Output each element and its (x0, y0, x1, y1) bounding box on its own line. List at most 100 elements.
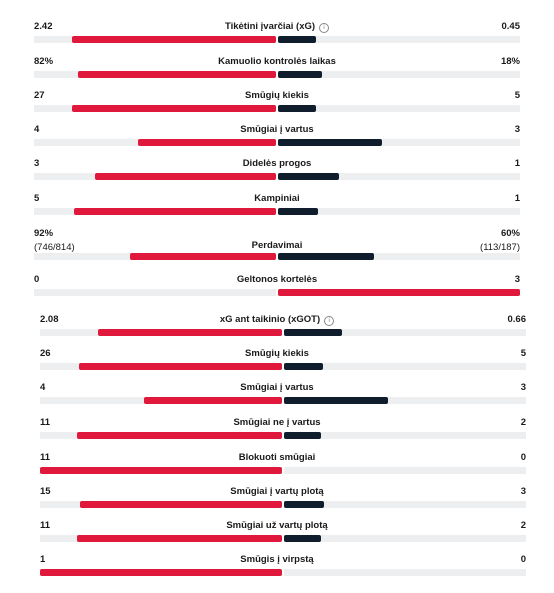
home-bar-fill (40, 467, 282, 474)
stat-bar (40, 432, 526, 439)
home-value-main: 15 (40, 486, 51, 497)
home-value-main: 82% (34, 56, 54, 67)
stat-row: 4 3 Smūgiai į vartus (0, 123, 554, 163)
stat-label: Blokuoti smūgiai (0, 451, 554, 465)
away-bar-fill (284, 329, 343, 336)
home-bar-fill (40, 569, 282, 576)
home-value-main: 3 (34, 158, 40, 169)
away-value: 0 (521, 451, 526, 465)
away-bar-track (284, 363, 526, 370)
stat-label-text: Smūgiai už vartų plotą (226, 520, 328, 531)
away-value: 3 (521, 381, 526, 395)
home-bar-fill (71, 105, 276, 112)
stat-label: Geltonos kortelės (0, 273, 554, 287)
away-value: 1 (515, 192, 520, 206)
stat-label: Smūgiai į vartus (0, 381, 554, 395)
stat-label-text: Perdavimai (251, 240, 303, 251)
away-value: 0 (521, 553, 526, 567)
stat-row: 0 3 Geltonos kortelės (0, 273, 554, 313)
away-bar-fill (284, 432, 322, 439)
stat-row: 82% 18% Kamuolio kontrolės laikas (0, 55, 554, 95)
stat-bar (34, 139, 520, 146)
away-bar-fill (278, 208, 319, 215)
away-value-main: 0 (520, 452, 526, 463)
home-value: 1 (40, 553, 45, 567)
stat-bar (34, 253, 520, 260)
stat-row: 15 3 Smūgiai į vartų plotą (0, 485, 554, 525)
away-bar-track (284, 467, 526, 474)
away-bar-track (278, 173, 520, 180)
info-icon[interactable]: i (324, 316, 335, 326)
away-value-main: 3 (514, 124, 520, 135)
home-value: 4 (34, 123, 39, 137)
stat-bar (34, 208, 520, 215)
home-value-main: 1 (40, 554, 46, 565)
away-value-main: 1 (514, 193, 520, 204)
away-bar-fill (278, 105, 316, 112)
stat-bar (34, 105, 520, 112)
stat-label: Smūgiai ne į vartus (0, 416, 554, 430)
away-value: 1 (515, 157, 520, 171)
home-value: 4 (40, 381, 45, 395)
stat-label-text: Smūgiai į vartų plotą (230, 486, 324, 497)
away-value: 3 (515, 123, 520, 137)
home-value-main: 0 (34, 274, 40, 285)
stat-label-text: Smūgiai į vartus (240, 382, 314, 393)
home-value-main: 92% (34, 228, 54, 239)
away-bar-fill (284, 535, 322, 542)
home-bar-fill (74, 208, 276, 215)
away-bar-fill (278, 139, 382, 146)
away-value-main: 0.45 (501, 21, 521, 32)
away-value-main: 5 (520, 348, 526, 359)
stat-bar (40, 535, 526, 542)
away-bar-track (284, 329, 526, 336)
home-value-main: 5 (34, 193, 40, 204)
home-bar-fill (137, 139, 276, 146)
home-value: 11 (40, 416, 50, 430)
home-value-main: 4 (34, 124, 40, 135)
away-value-main: 3 (520, 382, 526, 393)
info-icon[interactable]: i (319, 23, 330, 33)
stat-label: Smūgiai į vartų plotą (0, 485, 554, 499)
away-bar-fill (284, 397, 388, 404)
away-value: 3 (521, 485, 526, 499)
home-bar-fill (143, 397, 282, 404)
stat-label: Perdavimai (0, 239, 554, 253)
stat-label-text: Smūgių kiekis (245, 348, 309, 359)
stat-label: Kamuolio kontrolės laikas (0, 55, 554, 69)
away-value: 0.66 (508, 313, 527, 327)
away-value-main: 0.66 (507, 314, 527, 325)
stat-label-text: Smūgiai ne į vartus (233, 417, 321, 428)
away-value-main: 3 (514, 274, 520, 285)
stat-bar (40, 467, 526, 474)
away-bar-fill (278, 36, 316, 43)
home-bar-fill (71, 36, 276, 43)
stat-bar (40, 363, 526, 370)
stat-bar (40, 329, 526, 336)
stat-bar (34, 36, 520, 43)
stat-label: Smūgiai į vartus (0, 123, 554, 137)
home-value-main: 11 (40, 520, 51, 531)
home-value: 11 (40, 519, 50, 533)
away-value: 18% (501, 55, 520, 69)
away-value-main: 2 (520, 417, 526, 428)
away-bar-track (278, 208, 520, 215)
home-value: 3 (34, 157, 39, 171)
away-bar-fill (278, 173, 339, 180)
stat-label-text: Kampiniai (254, 193, 300, 204)
stat-row: 11 2 Smūgiai už vartų plotą (0, 519, 554, 559)
stat-row: 5 1 Kampiniai (0, 192, 554, 232)
stat-row: 92% (746/814) 60% (113/187) Perdavimai (0, 227, 554, 267)
stat-row: 3 1 Didelės progos (0, 157, 554, 197)
stat-label: Smūgis į virpstą (0, 553, 554, 567)
stat-label: Smūgių kiekis (0, 347, 554, 361)
home-value-main: 11 (40, 417, 51, 428)
stat-label: Kampiniai (0, 192, 554, 206)
home-value: 2.42 (34, 20, 53, 34)
home-value-main: 11 (40, 452, 51, 463)
stat-bar (40, 397, 526, 404)
away-value-main: 1 (514, 158, 520, 169)
stat-label-text: Smūgių kiekis (245, 90, 309, 101)
stat-row: 1 0 Smūgis į virpstą (0, 553, 554, 593)
stat-label-text: Kamuolio kontrolės laikas (218, 56, 336, 67)
